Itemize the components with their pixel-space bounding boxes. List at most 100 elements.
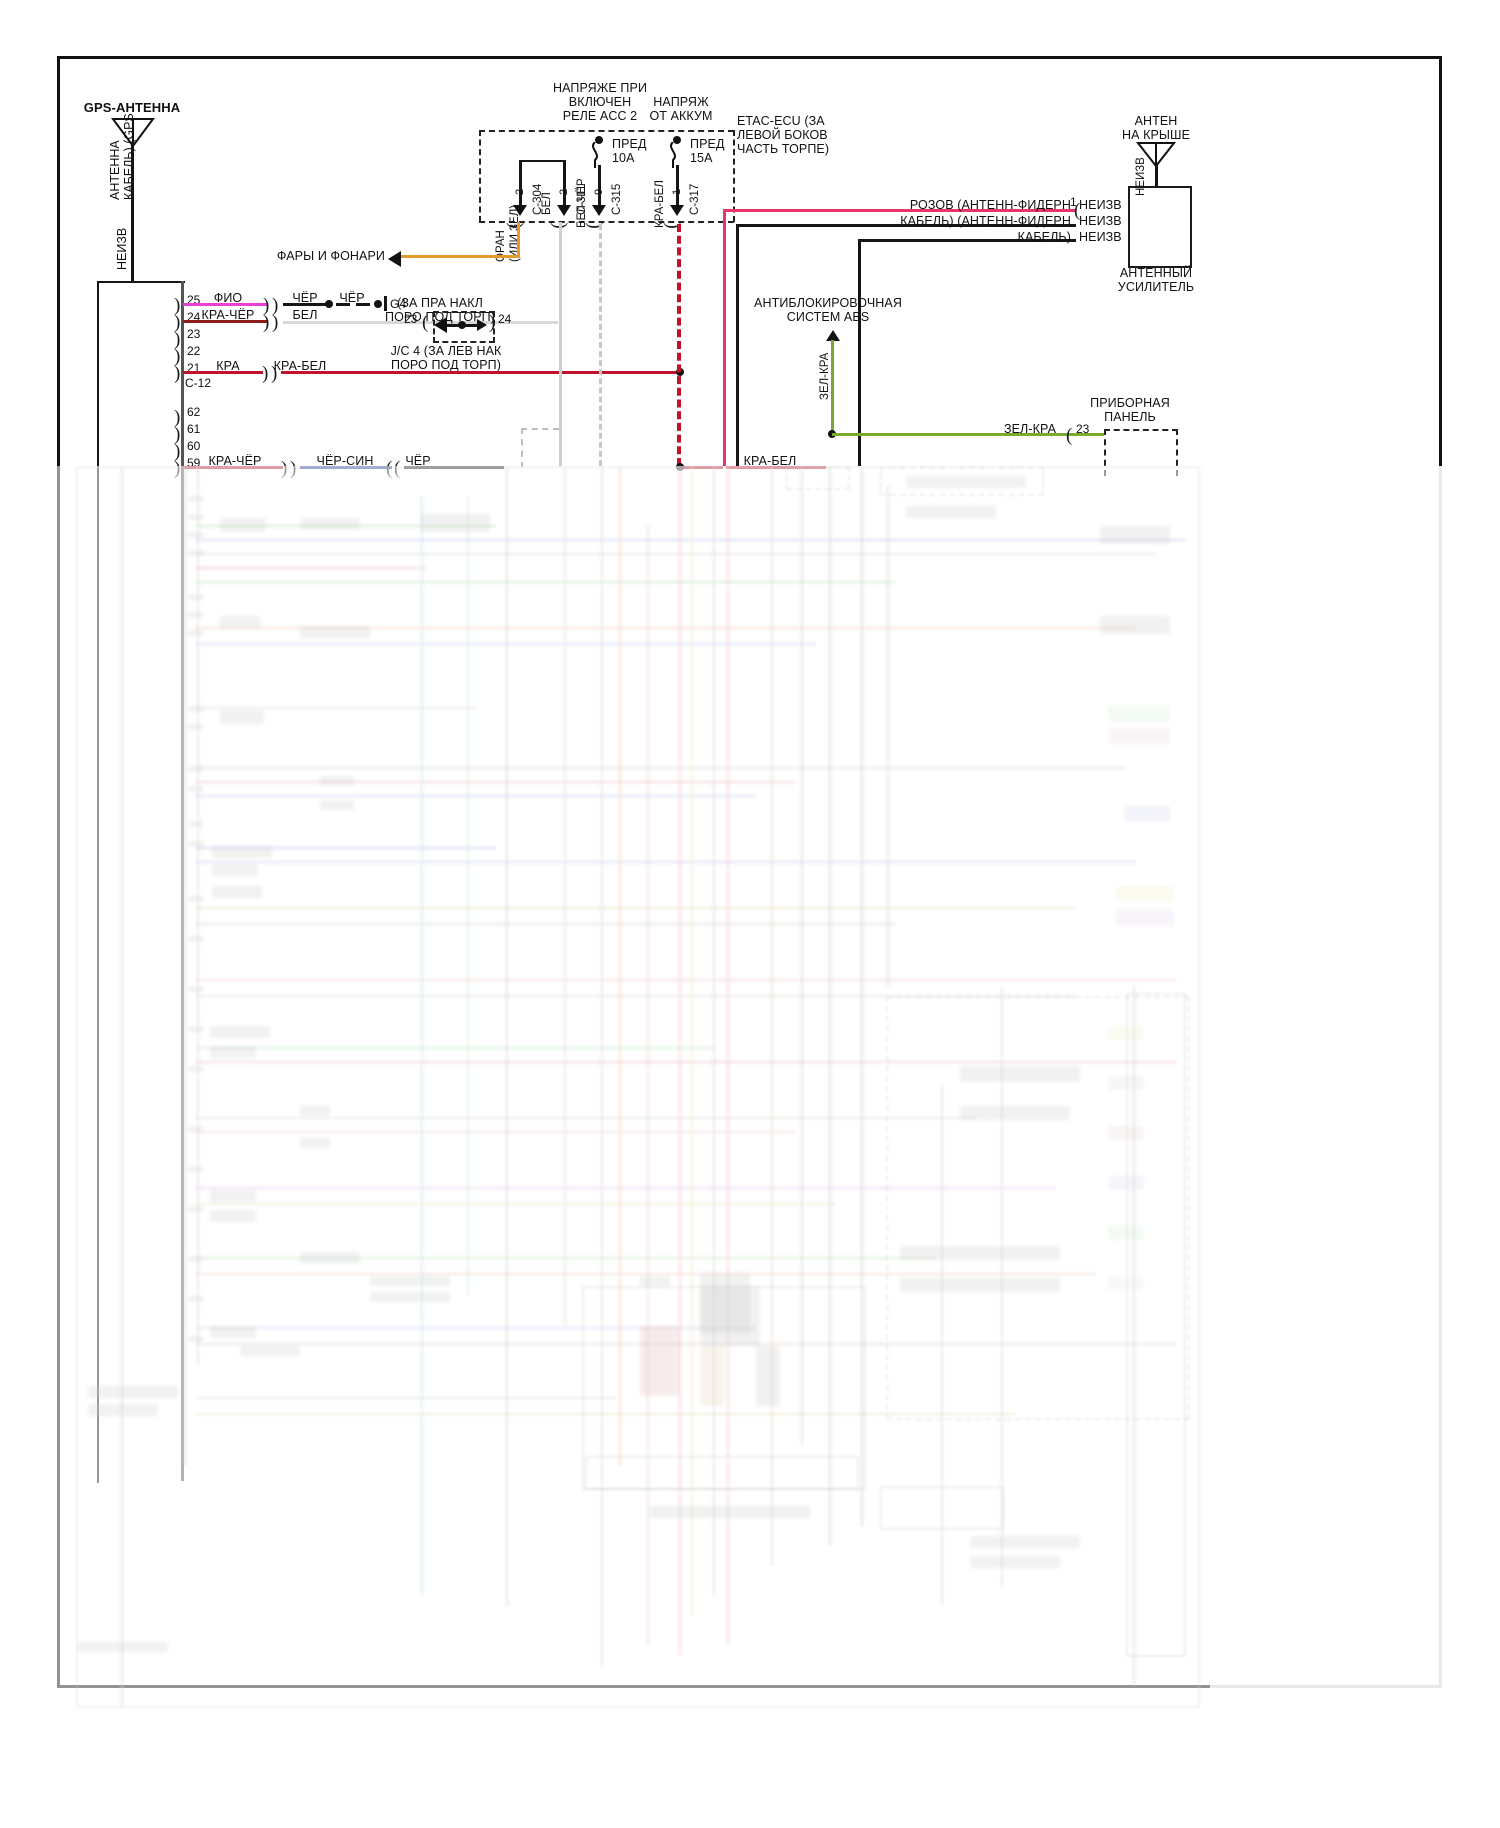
instrument-panel-box — [1104, 429, 1178, 476]
pin-62: 62 — [187, 405, 201, 419]
fuse-10a-arrow — [592, 205, 606, 216]
roof-antenna-lead — [1155, 164, 1158, 188]
wire-bel-cher-vertical — [599, 224, 602, 466]
amp-pin-1: 1 — [1070, 195, 1077, 209]
wire-cher-1-label: ЧЁР — [292, 291, 318, 305]
wire-bel-1 — [283, 321, 558, 324]
bel-dashed-stub — [521, 428, 523, 468]
wire-kra-cher-1-label: КРА-ЧЁР — [201, 308, 255, 322]
wire-bel-1-label: БЕЛ — [292, 308, 318, 322]
splice-24-b: ) — [272, 312, 279, 333]
ground-bar — [384, 296, 387, 311]
pin-61: 61 — [187, 422, 201, 436]
pin-22: 22 — [187, 344, 201, 358]
etacs-right-edge — [733, 130, 735, 222]
wire-fio-label: ФИО — [213, 291, 243, 305]
fuse-15a-icon — [664, 141, 684, 173]
etacs-left-edge — [479, 130, 481, 222]
splice-21-b: ) — [271, 363, 278, 384]
roof-antenna-unknown: НЕИЗВ — [1135, 157, 1147, 196]
voltage-battery-label: НАПРЯЖ ОТ АККУМ — [649, 95, 713, 123]
instrument-panel-connector: ( — [1066, 425, 1073, 446]
wire-bel-vertical — [559, 222, 562, 466]
wire-kabel-vertical — [858, 239, 861, 466]
abs-system-label: АНТИБЛОКИРОВОЧНАЯ СИСТЕМ ABS — [754, 296, 902, 324]
wire-oran-vertical — [517, 222, 520, 258]
wire-bel-cher-label: БЕЛ-ЧЁР — [576, 178, 588, 228]
c315-pin: 9 — [593, 188, 605, 195]
c317-label: C-317 — [689, 183, 701, 215]
antenna-amplifier-label: АНТЕННЫЙ УСИЛИТЕЛЬ — [1117, 266, 1195, 294]
jc4-left-pin: 23 — [404, 312, 418, 326]
gps-antenna-title: GPS-АНТЕННА — [83, 100, 181, 115]
etacs-bus-left — [519, 160, 522, 205]
fuse-10a-lead — [598, 165, 601, 210]
roof-antenna-label: АНТЕН НА КРЫШЕ — [1121, 114, 1191, 142]
wire-kra-bel-3-label: КРА-БЕЛ — [743, 454, 797, 468]
gps-antenna-icon — [111, 117, 155, 152]
c315-label: C-315 — [611, 183, 623, 215]
ground-g4-label: G4 — [390, 297, 407, 311]
pin-24-connector: ) — [174, 312, 181, 333]
wire-rozov-label: РОЗОВ (АНТЕНН-ФИДЕРН — [909, 198, 1071, 212]
roof-antenna-icon — [1135, 141, 1177, 172]
amp-connector-mark: ( — [1074, 200, 1081, 221]
wire-oran-horizontal — [399, 255, 520, 258]
wire-kra-bel-1 — [281, 371, 681, 374]
pin-60-connector: ) — [174, 441, 181, 462]
splice-dot-2 — [374, 300, 382, 308]
etacs-bus-right — [563, 160, 566, 205]
wire-bel-2-label: БЕЛ — [541, 192, 553, 215]
wire-kra-cher-2-label: КРА-ЧЁР — [208, 454, 262, 468]
wire-zel-kra-vertical — [831, 340, 834, 435]
fuse-10a-icon — [586, 141, 606, 173]
headlamps-arrow — [388, 251, 401, 267]
wire-cher-sin-label: ЧЁР-СИН — [316, 454, 374, 468]
etacs-ecu-label: ETAC-ECU (ЗА ЛЕВОЙ БОКОВ ЧАСТЬ ТОРПЕ) — [737, 114, 830, 156]
fuse-15a-label: ПРЕД 15A — [690, 137, 725, 165]
splice-dot-1 — [325, 300, 333, 308]
etacs-top-edge — [479, 130, 734, 132]
pin-21-connector: ) — [174, 363, 181, 384]
splice-25-a: ) — [263, 295, 270, 316]
pin-23: 23 — [187, 327, 201, 341]
etacs-bottom-edge — [479, 221, 734, 223]
amp-unknown-2: НЕИЗВ — [1079, 214, 1122, 228]
fuse-15a-top-dot — [673, 136, 681, 144]
instrument-panel-pin: 23 — [1076, 422, 1090, 436]
wire-zel-kra-label-1: ЗЕЛ-КРА — [819, 352, 831, 400]
pin-61-connector: ) — [174, 424, 181, 445]
jc4-arrow-right — [477, 319, 487, 331]
wire-rozov-horizontal — [723, 209, 1075, 212]
wire-dash-b — [356, 303, 370, 306]
overlay-right-mask — [1210, 466, 1500, 1828]
splice-25-b: ) — [272, 295, 279, 316]
wire-rozov-vertical — [723, 209, 726, 466]
wire-zel-kra-horizontal — [832, 433, 1104, 436]
bel-dashed-stub-2 — [521, 428, 559, 430]
gps-antenna-lead — [131, 142, 134, 281]
wire-kra — [183, 371, 263, 374]
splice-21-a: ) — [262, 363, 269, 384]
etacs-internal-bus — [519, 160, 565, 162]
splice-24-a: ) — [263, 312, 270, 333]
wire-fio — [183, 303, 268, 306]
pin-62-connector: ) — [174, 407, 181, 428]
wire-kra-label: КРА — [216, 359, 240, 373]
fuse-10a-label: ПРЕД 10A — [612, 137, 647, 165]
fuse-15a-lead — [676, 165, 679, 210]
amp-unknown-1: НЕИЗВ — [1079, 198, 1122, 212]
gps-unknown-label: НЕИЗВ — [115, 227, 129, 270]
jc4-right-pin: 24 — [498, 312, 512, 326]
wire-zel-kra-label-2: ЗЕЛ-КРА — [1003, 422, 1057, 436]
wire-dash-a — [336, 303, 350, 306]
wire-cher-1 — [283, 303, 329, 306]
c311-arrow — [557, 205, 571, 216]
wire-kra-bel-1-label: КРА-БЕЛ — [273, 359, 327, 373]
c311-pin: 2 — [558, 188, 570, 195]
jc4-arrow-left — [434, 317, 447, 333]
pin-23-connector: ) — [174, 329, 181, 350]
wire-kabel-feeder-vertical — [736, 224, 739, 466]
jc4-right-connector: ) — [489, 312, 496, 333]
